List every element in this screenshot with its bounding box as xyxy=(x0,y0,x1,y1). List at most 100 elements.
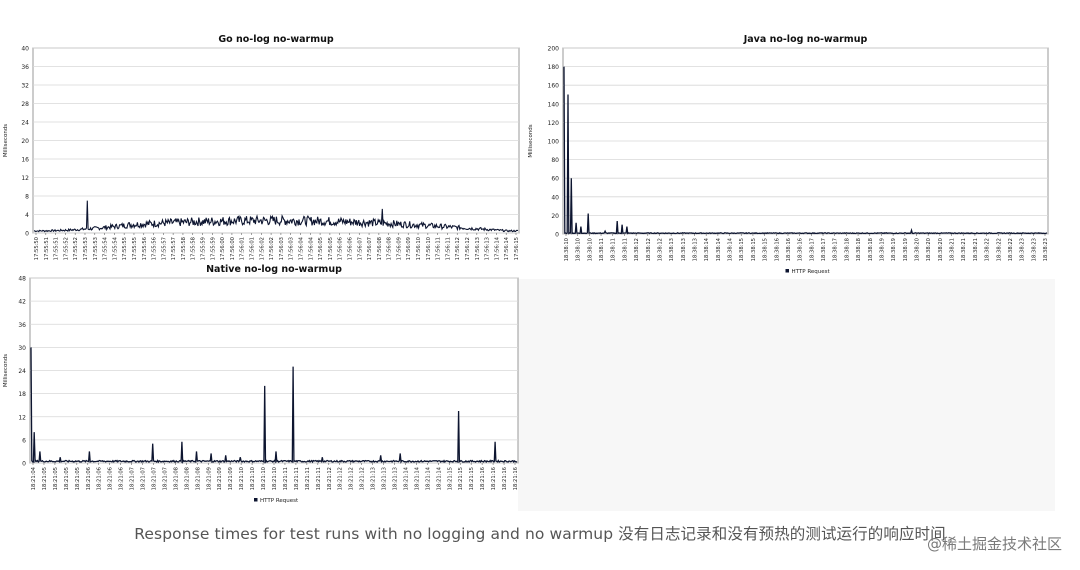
x-tick-label: 17:56:14 xyxy=(494,236,500,260)
watermark-text: @稀土掘金技术社区 xyxy=(926,535,1062,553)
x-tick-label: 17:56:10 xyxy=(426,237,432,260)
x-tick-label: 17:55:54 xyxy=(112,236,118,260)
y-axis-label: Milliseconds xyxy=(3,354,9,387)
y-tick-label: 40 xyxy=(551,194,559,201)
series-line-http-request xyxy=(563,66,1048,235)
y-tick-label: 20 xyxy=(551,213,559,220)
y-axis-label: Milliseconds xyxy=(3,124,9,157)
x-tick-label: 18:38:13 xyxy=(693,238,699,261)
x-tick-label: 18:21:14 xyxy=(436,466,442,490)
x-tick-label: 18:38:11 xyxy=(599,238,605,261)
x-tick-label: 18:21:07 xyxy=(130,467,136,490)
x-tick-label: 17:56:04 xyxy=(308,236,314,260)
y-tick-label: 32 xyxy=(21,83,29,90)
x-tick-label: 17:56:05 xyxy=(318,237,324,260)
x-tick-label: 18:38:22 xyxy=(1008,238,1014,261)
x-tick-label: 18:21:06 xyxy=(97,467,103,490)
x-tick-label: 18:21:11 xyxy=(305,467,311,490)
x-tick-label: 18:21:08 xyxy=(173,467,179,490)
y-tick-label: 8 xyxy=(25,194,29,201)
figure-caption: Response times for test runs with no log… xyxy=(134,525,946,543)
x-tick-label: 17:56:00 xyxy=(220,237,226,260)
x-tick-label: 17:55:58 xyxy=(191,237,197,260)
x-tick-label: 17:55:59 xyxy=(201,237,207,260)
y-tick-label: 20 xyxy=(21,138,29,145)
y-tick-label: 12 xyxy=(18,414,26,421)
x-tick-label: 18:38:20 xyxy=(938,238,944,261)
x-tick-label: 18:38:15 xyxy=(751,238,757,261)
y-tick-label: 120 xyxy=(548,120,560,127)
x-tick-label: 18:21:11 xyxy=(283,467,289,490)
x-tick-label: 18:21:16 xyxy=(480,467,486,490)
y-tick-label: 40 xyxy=(21,46,29,53)
x-tick-label: 18:21:13 xyxy=(371,467,377,490)
y-tick-label: 80 xyxy=(551,157,559,164)
x-tick-label: 17:55:54 xyxy=(103,236,109,260)
x-tick-label: 18:21:10 xyxy=(272,467,278,490)
x-tick-label: 17:55:50 xyxy=(34,237,40,260)
y-tick-label: 36 xyxy=(21,64,29,71)
y-tick-label: 180 xyxy=(548,64,560,71)
x-tick-label: 18:38:17 xyxy=(809,238,815,261)
x-tick-label: 18:38:12 xyxy=(657,238,663,261)
series-line-http-request xyxy=(33,200,518,233)
x-tick-label: 17:56:02 xyxy=(259,237,265,260)
x-tick-label: 18:38:21 xyxy=(950,238,956,261)
x-tick-label: 17:55:52 xyxy=(63,237,69,260)
y-tick-label: 18 xyxy=(18,391,26,398)
x-tick-label: 17:55:56 xyxy=(142,237,148,260)
x-tick-label: 18:38:16 xyxy=(798,238,804,261)
x-tick-label: 17:55:52 xyxy=(73,237,79,260)
y-tick-label: 48 xyxy=(18,276,26,283)
x-tick-label: 18:38:12 xyxy=(646,238,652,261)
y-tick-label: 100 xyxy=(548,139,560,146)
x-tick-label: 18:21:12 xyxy=(327,467,333,490)
x-tick-label: 17:56:06 xyxy=(338,237,344,260)
x-tick-label: 17:56:03 xyxy=(279,237,285,260)
x-tick-label: 17:55:57 xyxy=(161,237,167,260)
x-tick-label: 18:21:13 xyxy=(382,467,388,490)
x-tick-label: 18:38:18 xyxy=(868,238,874,261)
legend-swatch xyxy=(254,498,258,502)
y-tick-label: 200 xyxy=(548,46,560,53)
x-tick-label: 18:21:09 xyxy=(206,467,212,490)
x-tick-label: 17:56:07 xyxy=(367,237,373,260)
empty-panel-background xyxy=(518,279,1055,511)
x-tick-label: 18:21:06 xyxy=(119,467,125,490)
chart-title: Native no-log no-warmup xyxy=(206,264,342,275)
x-tick-label: 17:55:55 xyxy=(132,237,138,260)
x-tick-label: 18:21:08 xyxy=(195,467,201,490)
x-tick-label: 17:55:57 xyxy=(171,237,177,260)
y-axis-label: Milliseconds xyxy=(528,124,534,157)
x-tick-label: 17:56:09 xyxy=(406,237,412,260)
x-tick-label: 18:38:21 xyxy=(961,238,967,261)
x-tick-label: 17:56:12 xyxy=(465,237,471,260)
x-tick-label: 18:38:10 xyxy=(587,238,593,261)
x-tick-label: 18:21:05 xyxy=(75,467,81,490)
x-tick-label: 18:38:19 xyxy=(891,238,897,261)
y-tick-label: 30 xyxy=(18,345,26,352)
x-tick-label: 18:38:13 xyxy=(681,238,687,261)
x-tick-label: 17:56:04 xyxy=(298,236,304,260)
y-tick-label: 36 xyxy=(18,322,26,329)
legend-label: HTTP Request xyxy=(260,498,299,504)
x-tick-label: 18:38:17 xyxy=(833,238,839,261)
x-tick-label: 18:38:18 xyxy=(844,238,850,261)
y-tick-label: 0 xyxy=(555,232,559,239)
y-tick-label: 140 xyxy=(548,101,560,108)
x-tick-label: 18:21:11 xyxy=(294,467,300,490)
y-tick-label: 24 xyxy=(18,368,26,375)
x-tick-label: 18:21:06 xyxy=(108,467,114,490)
x-tick-label: 18:21:10 xyxy=(250,467,256,490)
x-tick-label: 18:38:22 xyxy=(985,238,991,261)
x-tick-label: 17:56:00 xyxy=(230,237,236,260)
y-tick-label: 60 xyxy=(551,176,559,183)
x-tick-label: 17:56:07 xyxy=(357,237,363,260)
x-tick-label: 18:38:11 xyxy=(611,238,617,261)
x-tick-label: 17:56:11 xyxy=(445,237,451,260)
x-tick-label: 18:21:09 xyxy=(228,467,234,490)
x-tick-label: 18:38:15 xyxy=(739,238,745,261)
x-tick-label: 18:21:16 xyxy=(513,467,519,490)
y-tick-label: 42 xyxy=(18,299,26,306)
x-tick-label: 17:56:08 xyxy=(387,237,393,260)
